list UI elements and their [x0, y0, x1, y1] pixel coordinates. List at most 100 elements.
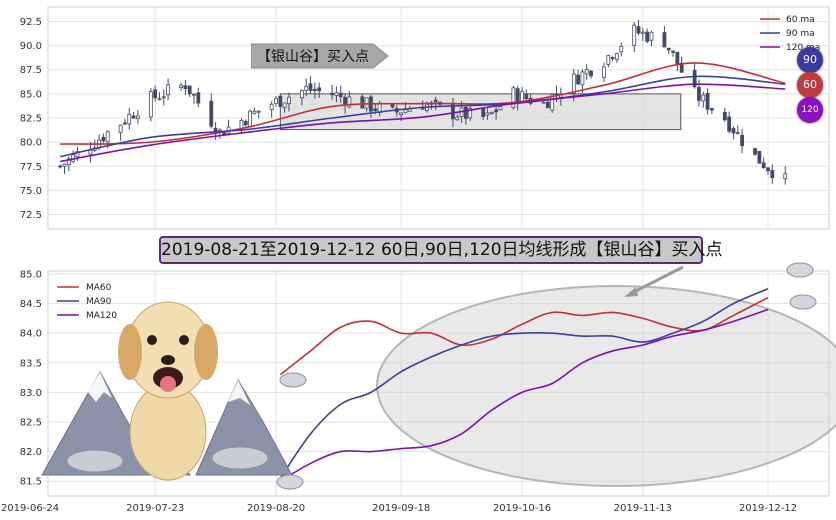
arrow-shape-icon: [251, 43, 389, 69]
candlestick: [615, 52, 619, 63]
candle-body: [666, 47, 671, 51]
candle-body: [485, 112, 490, 116]
candlestick: [209, 93, 214, 129]
candle-body: [62, 163, 67, 167]
candle-body: [580, 71, 585, 86]
candle-body: [287, 96, 291, 105]
candle-body: [364, 97, 369, 109]
candlestick: [308, 76, 313, 95]
candle-body: [481, 107, 486, 117]
candle-body: [468, 108, 473, 119]
candle-body: [127, 113, 132, 125]
candle-body: [157, 98, 162, 101]
bottom-y-tick-label: 82.5: [20, 417, 42, 428]
candle-body: [602, 66, 606, 78]
candlestick: [135, 110, 140, 125]
candle-body: [770, 169, 775, 179]
dog-nose: [161, 355, 175, 365]
candle-body: [640, 31, 645, 34]
candle-body: [179, 84, 183, 89]
bottom-x-tick-label: 2019-07-23: [126, 503, 184, 514]
candle-body: [343, 96, 347, 106]
candle-body: [589, 70, 593, 77]
candlestick: [511, 85, 516, 110]
candle-body: [727, 116, 732, 132]
candle-body: [274, 97, 278, 104]
candle-body: [153, 89, 158, 99]
bottom-x-tick-label: 2019-10-16: [493, 503, 551, 514]
bottom-y-tick-label: 83.5: [20, 358, 42, 369]
candlestick: [606, 54, 611, 68]
candlestick: [731, 126, 736, 140]
candlestick: [584, 63, 589, 81]
candlestick: [705, 88, 710, 115]
candlestick: [123, 118, 127, 126]
candlestick: [645, 28, 650, 44]
candlestick: [783, 166, 788, 185]
silver-ingot-marker-icon: [789, 294, 817, 310]
bottom-y-tick-label: 84.5: [20, 299, 42, 310]
candle-body: [209, 100, 214, 127]
candlestick: [153, 85, 158, 102]
decorative-illustration: [41, 262, 817, 490]
candlestick: [166, 78, 171, 101]
candlestick: [101, 133, 106, 143]
candle-body: [606, 55, 611, 65]
candle-body: [75, 151, 80, 158]
bottom-x-tick-label: 2019-08-20: [247, 503, 305, 514]
candlestick: [183, 79, 188, 96]
pointer-arrow-shaft: [629, 265, 684, 296]
candle-body: [766, 167, 770, 172]
candlestick: [192, 93, 196, 104]
bottom-legend-label: MA60: [86, 283, 112, 293]
badge-ma60: 60: [797, 72, 823, 98]
candle-body: [278, 95, 283, 107]
candle-body: [317, 87, 322, 92]
candle-body: [183, 85, 188, 90]
candlestick: [727, 111, 732, 134]
candlestick: [334, 86, 339, 103]
candlestick: [722, 107, 727, 122]
top-y-tick-label: 92.5: [20, 17, 42, 28]
bottom-y-tick-label: 82.0: [20, 447, 42, 458]
top-ma-line-120-ma: [60, 83, 786, 163]
candle-body: [248, 110, 253, 128]
silver-ingot-icon: [66, 449, 124, 473]
candle-body: [373, 108, 378, 112]
candle-body: [649, 31, 654, 41]
badge-ma120: 120: [797, 97, 823, 123]
candlestick: [489, 111, 494, 115]
top-y-tick-label: 75.0: [20, 186, 42, 197]
candlestick: [662, 26, 667, 48]
candle-body: [615, 53, 619, 60]
candle-body: [161, 96, 166, 99]
candlestick: [66, 156, 71, 172]
candle-body: [709, 108, 714, 111]
candle-body: [403, 109, 408, 114]
candlestick: [740, 128, 745, 154]
dog-ear-right: [194, 324, 218, 380]
candle-body: [299, 90, 304, 99]
candlestick: [299, 89, 304, 106]
candlestick: [157, 92, 162, 101]
top-legend-label: 90 ma: [786, 29, 815, 39]
candle-body: [135, 115, 140, 120]
candle-body: [520, 91, 524, 102]
candlestick: [278, 95, 283, 108]
candlestick: [360, 94, 365, 109]
candlestick: [330, 84, 335, 100]
candle-body: [541, 101, 546, 104]
candle-body: [511, 87, 516, 109]
bottom-legend-label: MA90: [86, 297, 112, 307]
candlestick: [589, 70, 593, 79]
candle-body: [166, 84, 171, 96]
candlestick: [287, 92, 291, 112]
candle-body: [524, 93, 529, 99]
candle-body: [101, 136, 106, 142]
candlestick: [269, 101, 274, 118]
candlestick: [317, 82, 322, 98]
top-y-tick-label: 90.0: [20, 41, 42, 52]
candlestick: [399, 112, 404, 122]
bottom-x-tick-label: 2019-12-12: [739, 503, 797, 514]
candle-body: [304, 86, 309, 91]
